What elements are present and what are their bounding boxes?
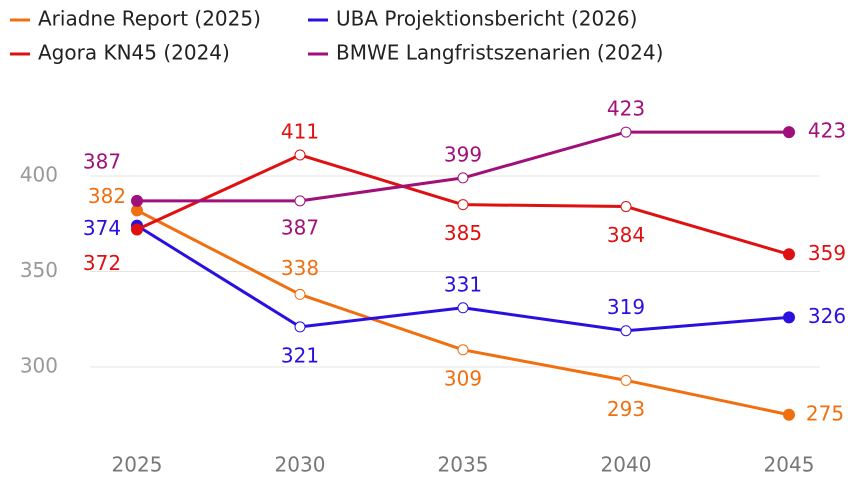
point [457, 199, 469, 211]
legend-label: UBA Projektionsbericht (2026) [336, 7, 637, 31]
point [294, 321, 306, 333]
data-label: 309 [444, 366, 482, 390]
data-label: 338 [281, 256, 319, 280]
data-label: 382 [88, 184, 126, 208]
point [620, 374, 632, 386]
point [294, 288, 306, 300]
data-label: 319 [607, 295, 645, 319]
data-label: 374 [83, 216, 121, 240]
y-tick-label: 300 [20, 354, 58, 378]
point [620, 201, 632, 213]
point [620, 325, 632, 337]
data-label: 385 [444, 221, 482, 245]
point [783, 248, 795, 261]
data-label: 387 [83, 149, 121, 173]
legend-label: Agora KN45 (2024) [38, 41, 230, 65]
legend-label: BMWE Langfristszenarien (2024) [336, 41, 663, 65]
legend-label: Ariadne Report (2025) [38, 7, 261, 31]
data-label: 359 [808, 241, 846, 265]
x-tick-label: 2025 [112, 453, 163, 477]
data-label: 326 [808, 304, 846, 328]
data-label: 423 [607, 97, 645, 121]
x-tick-label: 2030 [275, 453, 326, 477]
data-label: 321 [281, 343, 319, 367]
y-tick-label: 400 [20, 163, 58, 187]
point [294, 149, 306, 161]
data-label: 399 [444, 142, 482, 166]
x-tick-label: 2035 [438, 453, 489, 477]
x-tick-label: 2040 [601, 453, 652, 477]
point [457, 302, 469, 314]
point [294, 195, 306, 207]
y-tick-label: 350 [20, 258, 58, 282]
point [620, 126, 632, 138]
x-tick-label: 2045 [764, 453, 815, 477]
data-label: 331 [444, 272, 482, 296]
data-label: 275 [806, 401, 844, 425]
data-label: 372 [83, 251, 121, 275]
point [457, 344, 469, 356]
data-label: 411 [281, 119, 319, 143]
data-label: 423 [808, 119, 846, 143]
data-label: 387 [281, 215, 319, 239]
point [783, 408, 795, 421]
point [783, 126, 795, 139]
data-label: 384 [607, 223, 645, 247]
point [131, 223, 143, 236]
data-label: 293 [607, 397, 645, 421]
point [783, 311, 795, 324]
point [131, 194, 143, 207]
point [457, 172, 469, 184]
